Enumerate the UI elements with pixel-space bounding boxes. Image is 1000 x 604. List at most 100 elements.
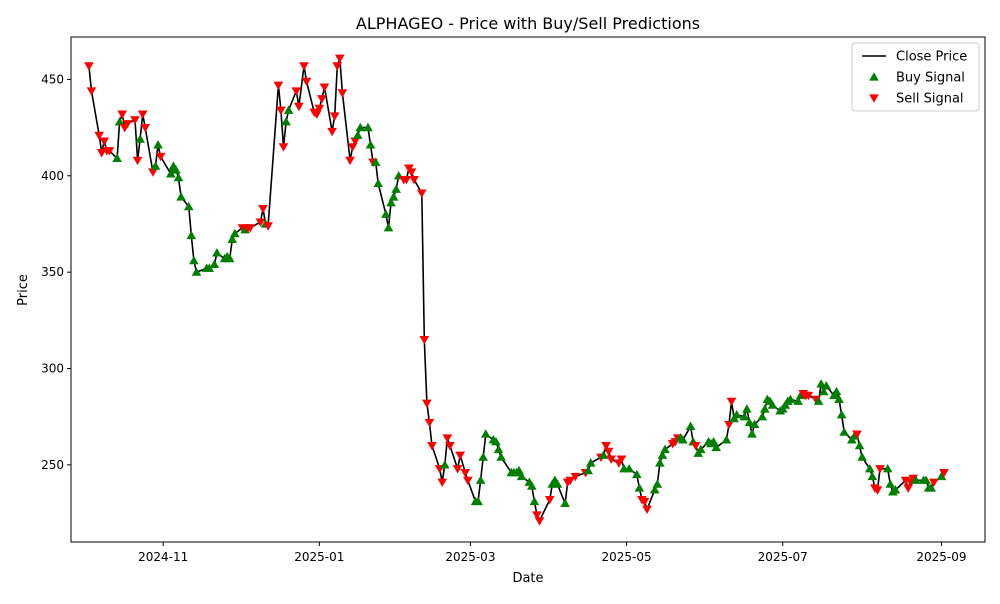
sell-signal-marker — [329, 112, 340, 121]
buy-signal-marker — [721, 435, 732, 444]
buy-signal-marker — [230, 228, 240, 238]
sell-signal-marker — [690, 442, 701, 451]
x-tick-label: 2025-05 — [601, 550, 651, 564]
buy-signal-marker — [153, 140, 163, 149]
buy-signal-marker — [711, 442, 721, 452]
buy-signal-marker — [281, 117, 291, 126]
sell-signal-marker — [406, 168, 417, 177]
y-axis-label: Price — [16, 274, 31, 306]
buy-signal-marker — [114, 117, 125, 126]
sell-signal-marker — [616, 455, 627, 464]
sell-signal-marker — [401, 176, 412, 185]
sell-signal-marker — [86, 87, 97, 96]
buy-signal-marker — [731, 409, 742, 419]
buy-signal-marker — [224, 253, 235, 263]
buy-signal-marker — [839, 427, 849, 436]
buy-signal-marker — [598, 450, 609, 459]
sell-signal-marker — [155, 152, 166, 162]
buy-signal-marker — [926, 483, 937, 492]
sell-signal-marker — [84, 62, 94, 71]
sell-signal-marker — [416, 189, 427, 198]
buy-signal-marker — [585, 458, 596, 467]
sell-signal-marker — [337, 89, 348, 98]
sell-signal-marker — [603, 447, 614, 457]
sell-signal-marker — [263, 222, 273, 231]
buy-signal-marker — [696, 444, 706, 454]
buy-signal-marker — [150, 161, 161, 170]
sell-signal-marker — [437, 478, 448, 488]
sell-signal-marker — [94, 131, 104, 141]
sell-signal-marker — [258, 204, 268, 214]
buy-signal-marker — [529, 496, 540, 506]
buy-signal-marker — [836, 409, 847, 419]
sell-signal-marker — [442, 434, 453, 443]
sell-signal-marker — [140, 123, 151, 133]
buy-signal-marker — [491, 436, 501, 446]
sell-signal-marker — [276, 106, 286, 116]
sell-signal-marker — [350, 137, 360, 146]
buy-signal-marker — [821, 381, 832, 390]
sell-signal-marker — [875, 465, 885, 474]
buy-signal-marker — [744, 417, 755, 427]
sell-signal-marker — [642, 505, 652, 515]
buy-signal-marker — [749, 419, 760, 429]
buy-signal-marker — [370, 157, 381, 166]
legend: Close Price Buy Signal Sell Signal — [851, 42, 980, 112]
buy-signal-marker — [864, 463, 875, 473]
buy-signal-marker — [785, 394, 796, 403]
buy-signal-marker — [834, 394, 844, 403]
legend-sell-swatch — [869, 94, 879, 103]
buy-signal-marker — [391, 184, 401, 193]
sell-signal-marker — [294, 102, 304, 112]
legend-label: Buy Signal — [896, 71, 965, 86]
buy-signal-marker — [552, 479, 563, 488]
x-tick-label: 2025-07 — [758, 550, 808, 564]
buy-signal-marker — [649, 485, 660, 494]
buy-signal-marker — [186, 230, 197, 240]
buy-signal-marker — [583, 465, 593, 475]
y-axis: 250 300 350 400 450 — [41, 72, 71, 472]
legend-label: Sell Signal — [896, 92, 964, 107]
buy-signal-marker — [655, 458, 665, 467]
x-tick-label: 2025-09 — [916, 550, 966, 564]
buy-signal-marker — [632, 469, 642, 479]
buy-signal-marker — [936, 471, 947, 481]
buy-signal-marker — [189, 255, 199, 265]
buy-signal-marker — [363, 122, 373, 132]
sell-signal-marker — [460, 469, 471, 478]
sell-signal-marker — [130, 116, 140, 125]
sell-signal-marker — [255, 218, 266, 227]
sell-signal-marker — [803, 391, 814, 401]
x-axis: 2024-11 2025-01 2025-03 2025-05 2025-07 2025-… — [138, 542, 967, 564]
sell-signal-marker — [419, 336, 430, 345]
buy-signal-marker — [475, 475, 486, 484]
buy-signal-marker — [760, 404, 770, 413]
buy-signal-marker — [516, 471, 527, 481]
buy-signal-marker — [527, 481, 537, 490]
sell-signal-marker — [544, 495, 555, 505]
buy-signal-marker — [793, 396, 803, 405]
sell-signal-marker — [872, 486, 883, 495]
buy-signal-marker — [373, 178, 384, 188]
x-tick-label: 2024-11 — [138, 550, 188, 564]
buy-signal-marker — [204, 263, 215, 272]
sell-signal-marker — [345, 156, 355, 166]
sell-signal-marker — [99, 137, 110, 146]
buy-signal-marker — [660, 444, 670, 454]
sell-signal-marker — [409, 176, 419, 185]
chart-title: ALPHAGEO - Price with Buy/Sell Predictio… — [356, 14, 700, 33]
buy-signal-marker — [685, 421, 696, 430]
sell-signal-marker — [445, 442, 455, 451]
y-tick-label: 400 — [41, 169, 64, 183]
buy-signal-marker — [480, 429, 491, 438]
buy-signal-marker — [678, 435, 688, 444]
sell-signal-marker — [117, 110, 128, 119]
sell-signal-marker — [148, 168, 158, 177]
sell-signal-marker — [245, 224, 256, 233]
legend-buy-swatch — [869, 72, 879, 81]
sell-signal-marker — [122, 120, 133, 129]
buy-signal-marker — [624, 463, 634, 473]
sell-signal-marker — [278, 143, 289, 152]
